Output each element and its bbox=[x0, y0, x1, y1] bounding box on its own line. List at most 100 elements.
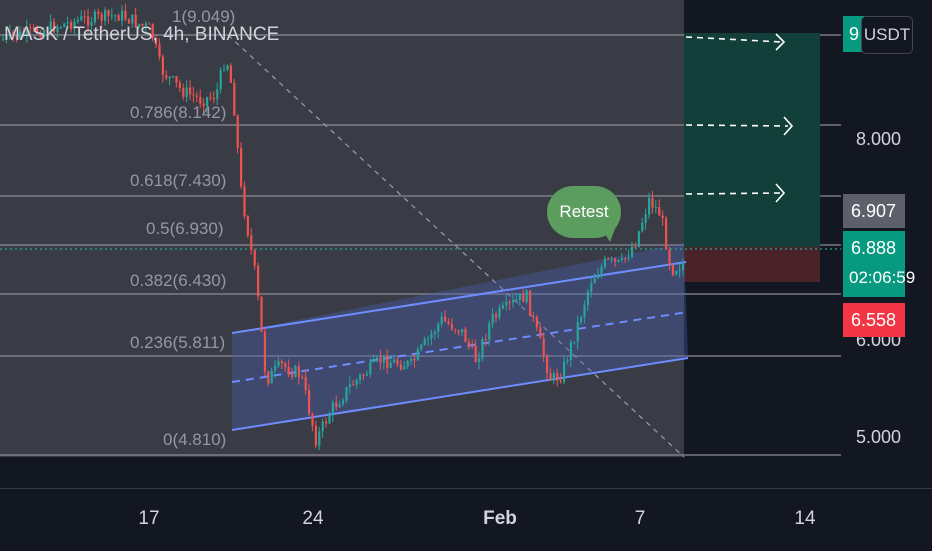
candle-body bbox=[131, 14, 134, 24]
candle-body bbox=[253, 250, 256, 266]
candle-body bbox=[563, 361, 566, 382]
candle-body bbox=[321, 421, 324, 432]
candle-body bbox=[83, 16, 86, 18]
tp-price-label: 6.907 bbox=[843, 194, 905, 228]
candle-body bbox=[576, 322, 579, 342]
candle-body bbox=[454, 329, 457, 331]
candle-body bbox=[260, 296, 263, 332]
candle-body bbox=[549, 372, 552, 381]
candle-body bbox=[134, 14, 137, 27]
candle-body bbox=[304, 377, 307, 391]
candle-body bbox=[277, 361, 280, 366]
candle-body bbox=[93, 11, 96, 23]
fib-label-0236: 0.236(5.811) bbox=[130, 333, 226, 352]
symbol-title[interactable]: MASK / TetherUS, 4h, BINANCE bbox=[4, 24, 280, 45]
fib-label-1: 1(9.049) bbox=[172, 7, 236, 26]
candle-body bbox=[627, 257, 630, 259]
candle-body bbox=[263, 331, 266, 372]
candle-body bbox=[185, 87, 188, 97]
candle-body bbox=[42, 29, 45, 37]
fib-level-lines bbox=[0, 34, 841, 456]
candle-body bbox=[658, 207, 661, 216]
candle-body bbox=[5, 35, 8, 40]
candle-body bbox=[59, 27, 62, 29]
candle-body bbox=[389, 362, 392, 368]
candle-body bbox=[573, 341, 576, 343]
candle-body bbox=[603, 258, 606, 268]
price-tick-5000: 5.000 bbox=[856, 427, 902, 447]
candle-body bbox=[284, 363, 287, 367]
candle-body bbox=[36, 27, 39, 34]
candle-body bbox=[212, 97, 215, 100]
candle-body bbox=[151, 24, 154, 39]
candle-body bbox=[280, 361, 283, 364]
last-price-label: 6.888 bbox=[851, 238, 897, 258]
candle-body bbox=[121, 10, 124, 21]
candle-body bbox=[331, 402, 334, 415]
candle-body bbox=[648, 197, 651, 215]
candle-body bbox=[393, 359, 396, 363]
candle-body bbox=[308, 390, 311, 414]
candle-body bbox=[491, 314, 494, 324]
candle-body bbox=[522, 294, 525, 303]
candle-body bbox=[297, 366, 300, 378]
candle-body bbox=[172, 76, 175, 78]
candle-body bbox=[631, 246, 634, 258]
candle-body bbox=[644, 214, 647, 223]
candle-body bbox=[413, 358, 416, 361]
candle-body bbox=[410, 358, 413, 361]
candle-body bbox=[508, 301, 511, 303]
candle-body bbox=[199, 96, 202, 104]
candle-body bbox=[590, 283, 593, 292]
candle-body bbox=[535, 317, 538, 328]
candle-body bbox=[556, 373, 559, 381]
candle-body bbox=[532, 315, 535, 318]
candle-body bbox=[87, 16, 90, 26]
candle-body bbox=[569, 342, 572, 360]
candle-body bbox=[246, 216, 249, 236]
candle-body bbox=[19, 31, 22, 39]
candle-body bbox=[328, 414, 331, 424]
candle-body bbox=[580, 316, 583, 323]
candle-body bbox=[593, 278, 596, 284]
candle-body bbox=[287, 366, 290, 375]
candle-body bbox=[240, 148, 243, 187]
time-tick-17: 17 bbox=[138, 508, 160, 529]
last-price-label-box: 6.888 02:06:59 bbox=[843, 231, 915, 297]
candle-body bbox=[427, 338, 430, 340]
candle-body bbox=[229, 65, 232, 83]
candle-body bbox=[583, 304, 586, 317]
candle-body bbox=[53, 21, 56, 33]
candle-body bbox=[63, 23, 66, 28]
candle-body bbox=[464, 328, 467, 342]
retest-callout-tail bbox=[600, 226, 616, 242]
top-price-label: 9 bbox=[843, 16, 865, 52]
candle-body bbox=[437, 323, 440, 332]
time-scale[interactable] bbox=[0, 488, 932, 551]
candle-body bbox=[335, 402, 338, 408]
candle-body bbox=[461, 328, 464, 333]
candle-body bbox=[481, 339, 484, 359]
candle-body bbox=[501, 305, 504, 308]
candle-body bbox=[46, 29, 49, 33]
candle-body bbox=[291, 374, 294, 377]
candle-body bbox=[586, 291, 589, 305]
candle-body bbox=[219, 70, 222, 90]
candle-body bbox=[403, 366, 406, 370]
candle-body bbox=[250, 235, 253, 251]
candle-body bbox=[114, 15, 117, 17]
channel-mid-line bbox=[231, 311, 689, 383]
currency-button[interactable]: USDT bbox=[861, 16, 913, 54]
candle-body bbox=[420, 344, 423, 350]
candle-body bbox=[614, 258, 617, 262]
candle-body bbox=[362, 374, 365, 376]
candle-body bbox=[117, 15, 120, 21]
candle-body bbox=[32, 27, 35, 29]
candle-body bbox=[352, 384, 355, 386]
candle-body bbox=[49, 21, 52, 33]
candle-body bbox=[22, 31, 25, 36]
candle-body bbox=[682, 262, 685, 270]
candle-body bbox=[8, 31, 11, 36]
candle-body bbox=[444, 316, 447, 322]
candle-body bbox=[243, 186, 246, 217]
